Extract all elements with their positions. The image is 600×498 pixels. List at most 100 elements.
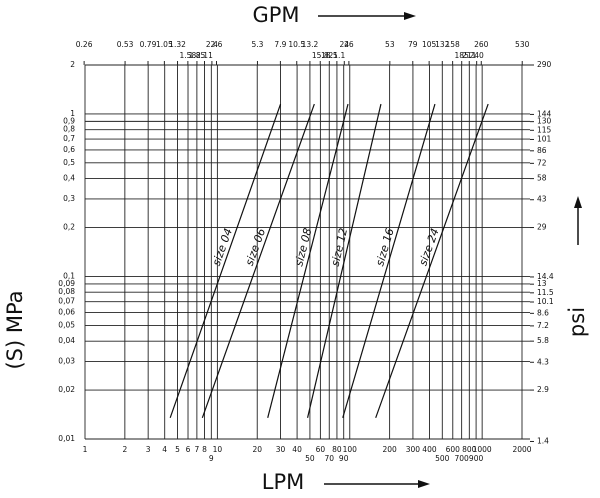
x2-tick-label: 53 — [385, 40, 395, 49]
y2-tick-label: 14.4 — [537, 272, 554, 281]
y2-tick-label: 11.5 — [537, 288, 554, 297]
y2-tick-label: 58 — [537, 174, 547, 183]
series-line — [306, 103, 382, 418]
y-tick-label: 0,6 — [63, 145, 75, 154]
y-tick-label: 0,3 — [63, 194, 75, 203]
x2-tick-label: 24 — [340, 40, 350, 49]
y-tick-label: 0,7 — [63, 134, 75, 143]
x-tick-label: 80 — [332, 445, 342, 454]
x-tick-label: 6 — [186, 445, 191, 454]
x2-tick-label: 0.79 — [140, 40, 157, 49]
y-tick-label: 0,07 — [58, 297, 75, 306]
y-tick-label: 0,8 — [63, 125, 75, 134]
x2-tick-label: 5.3 — [251, 40, 263, 49]
y-tick-label: 1 — [70, 109, 75, 118]
x2-tick-label: 21.1 — [329, 51, 346, 60]
x-tick-label: 60 — [316, 445, 326, 454]
x2-tick-label: 185 — [455, 51, 470, 60]
x2-tick-label: 132 — [435, 40, 450, 49]
y2-tick-label: 43 — [537, 195, 547, 204]
x2-tick-label: 1.05 — [156, 40, 173, 49]
y-tick-label: 0,05 — [58, 320, 75, 329]
x-tick-label: 900 — [469, 454, 484, 463]
x-tick-label: 700 — [454, 454, 469, 463]
series-label: size 06 — [243, 227, 268, 268]
x2-tick-label: 0.26 — [76, 40, 93, 49]
y2-tick-label: 8.6 — [537, 308, 549, 317]
x2-tick-label: 211 — [462, 51, 477, 60]
series-line — [169, 103, 282, 419]
x2-tick-label: 530 — [515, 40, 530, 49]
series-line — [201, 103, 315, 419]
x-tick-label: 20 — [252, 445, 262, 454]
y2-tick-label: 1.4 — [537, 436, 549, 445]
x2-tick-label: 79 — [408, 40, 418, 49]
x2-tick-label: 1.32 — [169, 40, 186, 49]
series-line — [267, 103, 349, 418]
x-tick-label: 4 — [162, 445, 167, 454]
y-tick-label: 0,04 — [58, 336, 75, 345]
x2-tick-label: 240 — [470, 51, 485, 60]
y-tick-label: 0,2 — [63, 223, 75, 232]
y2-tick-label: 4.3 — [537, 357, 549, 366]
x2-tick-label: 18.5 — [321, 51, 338, 60]
series-label: size 24 — [416, 227, 441, 268]
x-axis-title: LPM — [262, 470, 304, 494]
x-tick-label: 9 — [209, 454, 214, 463]
x-tick-label: 10 — [213, 445, 223, 454]
x2-tick-label: 0.53 — [117, 40, 134, 49]
y-tick-label: 0,4 — [63, 174, 75, 183]
x2-tick-label: 2.11 — [196, 51, 213, 60]
y2-tick-label: 5.8 — [537, 336, 549, 345]
x-tick-label: 800 — [462, 445, 477, 454]
y2-tick-label: 29 — [537, 223, 547, 232]
y-tick-label: 0,9 — [63, 116, 75, 125]
x-tick-label: 1 — [83, 445, 88, 454]
y2-axis-title: psi — [565, 307, 589, 337]
y2-tick-label: 7.2 — [537, 321, 549, 330]
x2-tick-label: 2.4 — [206, 40, 218, 49]
y-tick-label: 2 — [70, 60, 75, 69]
arrow-right — [324, 480, 430, 488]
y2-tick-label: 10.1 — [537, 297, 554, 306]
x-tick-label: 40 — [292, 445, 302, 454]
arrow-right — [318, 12, 416, 20]
x-tick-label: 50 — [305, 454, 315, 463]
x2-tick-label: 7.9 — [274, 40, 286, 49]
x2-tick-label: 2.6 — [211, 40, 223, 49]
y-tick-label: 0,08 — [58, 287, 75, 296]
y2-tick-label: 2.9 — [537, 385, 549, 394]
x2-tick-label: 10.5 — [288, 40, 305, 49]
x-tick-label: 70 — [324, 454, 334, 463]
x-tick-label: 600 — [446, 445, 461, 454]
x2-tick-label: 1.85 — [189, 51, 206, 60]
y-tick-label: 0,09 — [58, 279, 75, 288]
y2-tick-label: 144 — [537, 109, 552, 118]
series-line — [342, 103, 436, 418]
y-tick-label: 0,06 — [58, 308, 75, 317]
x2-tick-label: 105 — [422, 40, 437, 49]
x-tick-label: 400 — [422, 445, 437, 454]
x-tick-label: 7 — [194, 445, 199, 454]
x-tick-label: 90 — [339, 454, 349, 463]
y-tick-label: 0,03 — [58, 356, 75, 365]
x-tick-label: 8 — [202, 445, 207, 454]
x2-tick-label: 15.8 — [312, 51, 329, 60]
y-tick-label: 0,1 — [63, 271, 75, 280]
y-axis-title: (S) MPa — [3, 290, 27, 369]
y2-tick-label: 72 — [537, 158, 547, 167]
arrow-up — [574, 196, 582, 245]
y2-tick-label: 13 — [537, 279, 547, 288]
y-tick-label: 0,5 — [63, 158, 75, 167]
y2-tick-label: 115 — [537, 125, 552, 134]
y2-tick-label: 101 — [537, 134, 552, 143]
y-tick-label: 0,01 — [58, 434, 75, 443]
x-tick-label: 5 — [175, 445, 180, 454]
x2-tick-label: 26 — [344, 40, 354, 49]
x-tick-label: 2 — [122, 445, 127, 454]
x-tick-label: 300 — [406, 445, 421, 454]
x2-tick-label: 158 — [445, 40, 460, 49]
y-tick-label: 0,02 — [58, 385, 75, 394]
series-line — [375, 103, 489, 419]
